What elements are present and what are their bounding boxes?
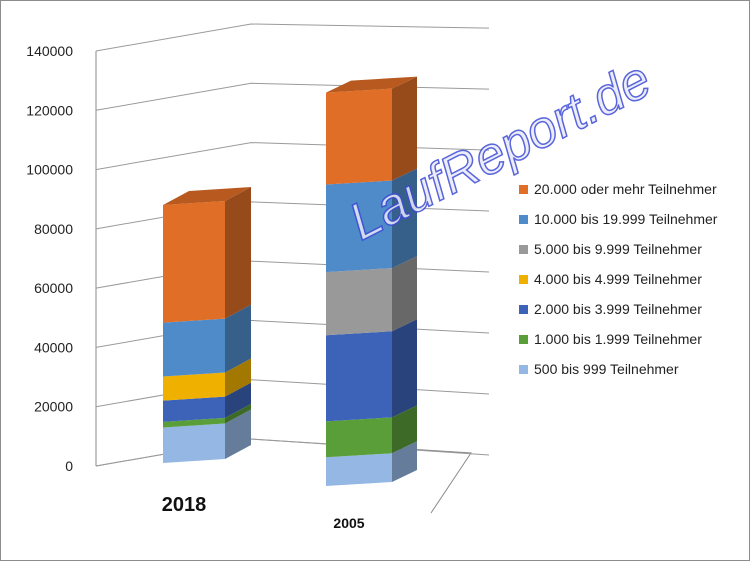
bar-segment (163, 423, 225, 463)
legend-entry: 20.000 oder mehr Teilnehmer (534, 181, 717, 197)
gridline (95, 82, 490, 111)
bar-segment (163, 200, 225, 323)
legend-entry: 5.000 bis 9.999 Teilnehmer (534, 241, 702, 257)
legend-entry: 2.000 bis 3.999 Teilnehmer (534, 301, 702, 317)
bar-segment-side (225, 304, 251, 373)
gridline (95, 379, 490, 408)
y-tick-label: 40000 (34, 339, 73, 355)
legend-entry: 10.000 bis 19.999 Teilnehmer (534, 211, 718, 227)
bar-segment (326, 268, 392, 336)
bar-segment-side (392, 256, 417, 332)
legend-swatch (519, 305, 528, 314)
y-tick-label: 0 (65, 458, 73, 474)
bar-segment-side (225, 409, 251, 459)
bar-segment-side (225, 382, 251, 418)
y-tick-label: 120000 (26, 102, 73, 118)
legend-entry: 1.000 bis 1.999 Teilnehmer (534, 331, 702, 347)
gridline (95, 438, 490, 467)
bar-segment-side (392, 168, 417, 269)
bar-stack-2005 (326, 76, 417, 486)
y-tick-label: 100000 (26, 162, 73, 178)
bar-segment-side (225, 358, 251, 397)
bar-segment-side (225, 186, 251, 319)
bar-top-face (163, 186, 251, 205)
y-tick-label: 60000 (34, 280, 73, 296)
x-label-2018: 2018 (162, 494, 207, 516)
y-tick-label: 140000 (26, 43, 73, 59)
bar-segment-side (392, 441, 417, 482)
bar-segment (326, 88, 392, 185)
y-axis-ticks: 0 20000 40000 60000 80000 100000 120000 140000 (26, 43, 73, 474)
legend-entry: 500 bis 999 Teilnehmer (534, 361, 679, 377)
bar-segment-side (225, 403, 251, 424)
bar-segment (163, 318, 225, 377)
gridline (95, 319, 490, 348)
bar-stack-2018 (163, 186, 251, 463)
bar-segment (163, 417, 225, 428)
bar-segment (163, 372, 225, 401)
bar-segment-side (392, 76, 417, 181)
y-tick-label: 80000 (34, 221, 73, 237)
legend-swatch (519, 185, 528, 194)
legend-swatch (519, 245, 528, 254)
x-axis-labels: 2018 2005 (162, 494, 365, 531)
bar-segment-side (392, 405, 417, 454)
gridlines (95, 23, 490, 467)
bar-segment (326, 331, 392, 422)
legend-entry: 4.000 bis 4.999 Teilnehmer (534, 271, 702, 287)
bar-segment (326, 417, 392, 458)
bars (163, 76, 417, 486)
legend: 20.000 oder mehr Teilnehmer 10.000 bis 19… (519, 181, 718, 377)
gridline (95, 260, 490, 289)
legend-swatch (519, 335, 528, 344)
y-tick-label: 20000 (34, 399, 73, 415)
bar-segment (163, 396, 225, 422)
bar-segment (326, 180, 392, 273)
bar-segment (326, 453, 392, 486)
bar-top-face (326, 76, 417, 93)
bar-segment-side (392, 319, 417, 418)
legend-swatch (519, 215, 528, 224)
legend-swatch (519, 365, 528, 374)
legend-swatch (519, 275, 528, 284)
gridline (95, 23, 490, 52)
x-label-2005: 2005 (333, 515, 364, 531)
